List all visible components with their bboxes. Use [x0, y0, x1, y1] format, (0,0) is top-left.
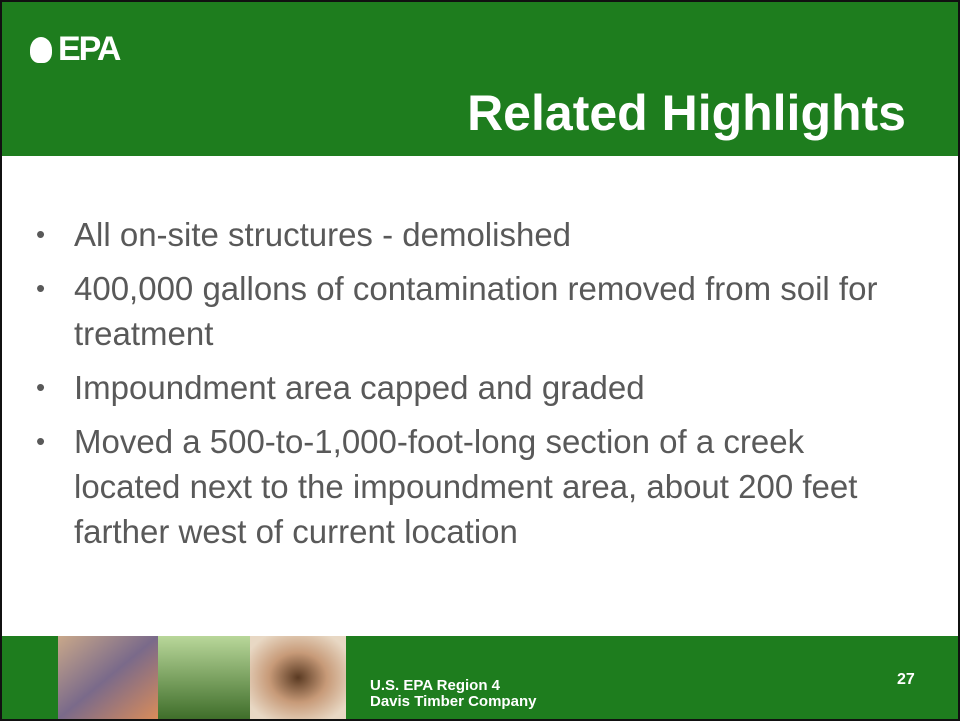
slide: EPA Related Highlights All on-site struc… [0, 0, 960, 721]
title: Related Highlights [467, 84, 906, 142]
photo-grass [158, 636, 250, 719]
header: EPA Related Highlights [2, 2, 958, 156]
footer-line: Davis Timber Company [370, 693, 536, 710]
logo-text: EPA [58, 30, 119, 68]
footer: U.S. EPA Region 4 Davis Timber Company 2… [2, 636, 958, 719]
logo-mark [30, 37, 52, 63]
logo: EPA [30, 30, 119, 69]
photo-soil [250, 636, 346, 719]
photo-hands [58, 636, 158, 719]
footer-line: U.S. EPA Region 4 [370, 677, 500, 694]
footer-photos [58, 636, 346, 719]
bullet: Moved a 500-to-1,000-foot-long section o… [32, 419, 912, 554]
page-number: 27 [897, 671, 915, 689]
bullet: All on-site structures - demolished [32, 212, 912, 257]
bullet: 400,000 gallons of contamination removed… [32, 266, 912, 356]
page: EPA Related Highlights All on-site struc… [0, 0, 960, 721]
bullet: Impoundment area capped and graded [32, 365, 912, 410]
bullet-list: All on-site structures - demolished 400,0… [32, 212, 912, 563]
